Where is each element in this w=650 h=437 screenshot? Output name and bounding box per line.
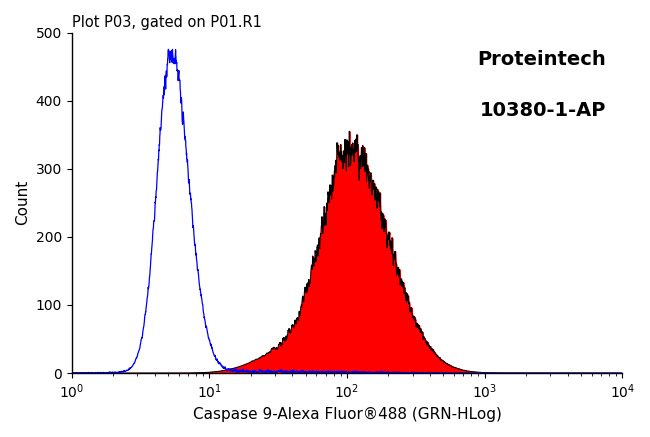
X-axis label: Caspase 9-Alexa Fluor®488 (GRN-HLog): Caspase 9-Alexa Fluor®488 (GRN-HLog) <box>192 407 501 422</box>
Text: Proteintech: Proteintech <box>477 49 606 69</box>
Text: 10380-1-AP: 10380-1-AP <box>480 101 606 120</box>
Y-axis label: Count: Count <box>15 180 30 225</box>
Text: Plot P03, gated on P01.R1: Plot P03, gated on P01.R1 <box>72 15 261 30</box>
